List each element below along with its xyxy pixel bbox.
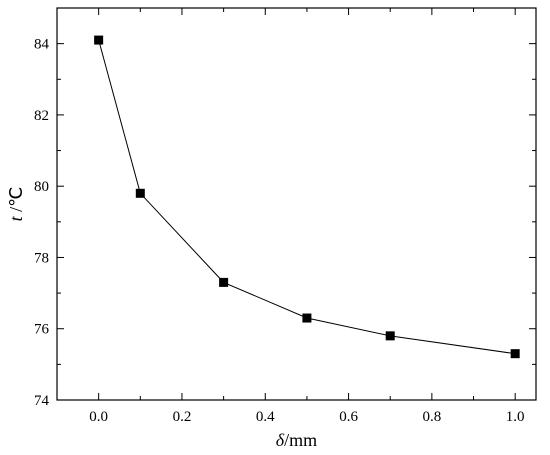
series-line: [98, 39, 516, 355]
data-point: [219, 277, 229, 287]
y-tick-label: 84: [34, 37, 50, 53]
y-tick-label: 82: [34, 108, 49, 124]
data-point: [302, 313, 312, 323]
x-tick-label: 0.2: [173, 409, 192, 425]
y-axis-title-symbol: t: [6, 215, 26, 221]
x-axis-title-unit: /mm: [284, 430, 317, 450]
x-axis-title-symbol: δ: [276, 430, 285, 450]
y-axis-ticks: 74 76 78 80 82 84: [34, 37, 536, 409]
data-point: [385, 331, 395, 341]
y-tick-label: 74: [34, 393, 50, 409]
plot-frame: [56, 7, 537, 401]
x-tick-label: 0.0: [89, 409, 108, 425]
data-point: [510, 349, 520, 359]
y-tick-label: 78: [34, 250, 49, 266]
series-layer: [94, 35, 520, 359]
x-tick-label: 0.8: [422, 409, 441, 425]
y-axis-title: t /℃: [6, 187, 26, 222]
y-tick-label: 80: [34, 179, 49, 195]
y-tick-label: 76: [34, 322, 50, 338]
data-point: [94, 35, 104, 45]
x-axis-title: δ/mm: [276, 430, 317, 450]
x-tick-label: 0.4: [256, 409, 275, 425]
x-tick-label: 0.6: [339, 409, 358, 425]
y-axis-title-unit: /℃: [6, 187, 26, 217]
x-tick-label: 1.0: [506, 409, 525, 425]
x-axis-ticks: 0.0 0.2 0.4 0.6 0.8 1.0: [89, 8, 525, 425]
data-point: [135, 188, 145, 198]
